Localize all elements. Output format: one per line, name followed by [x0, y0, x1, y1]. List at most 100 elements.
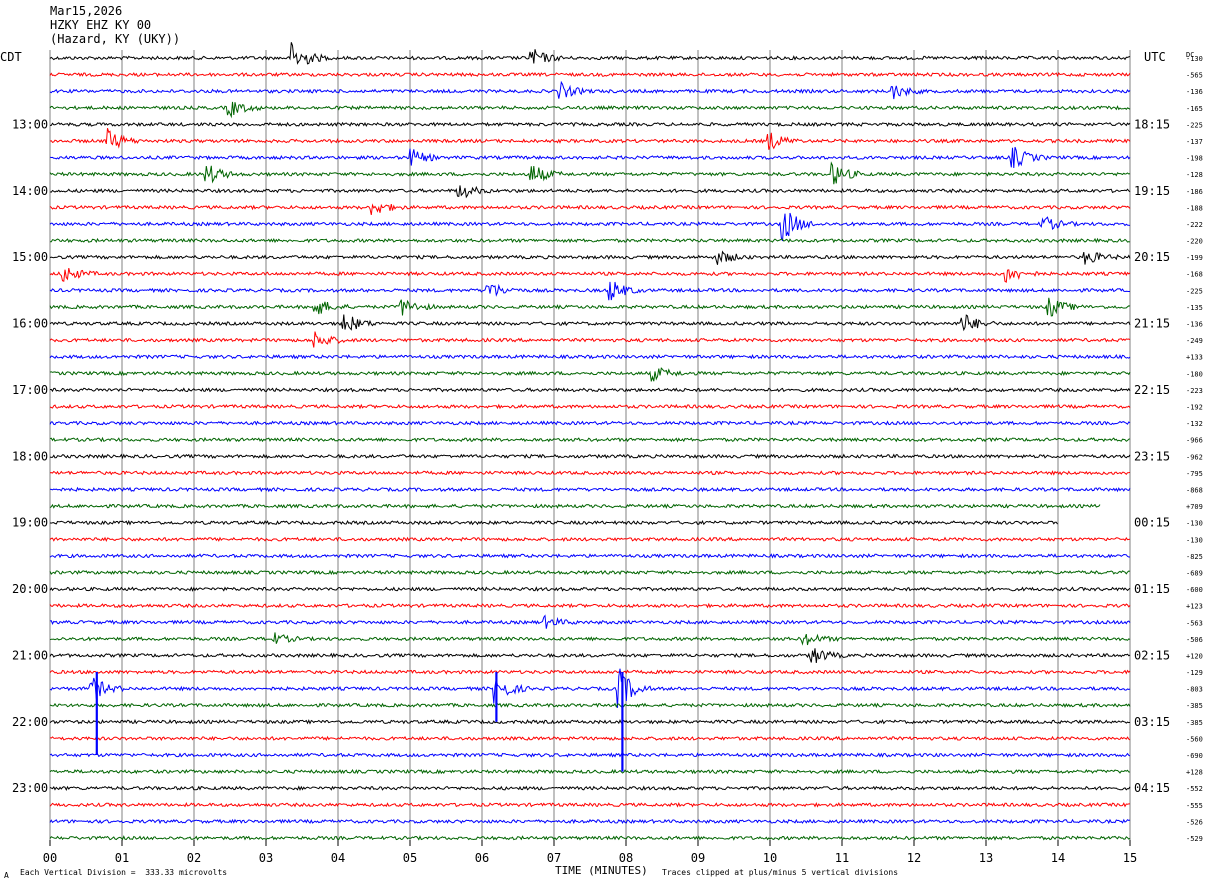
trace-row	[49, 486, 1131, 493]
trace-row	[49, 668, 1131, 708]
trace-row	[49, 470, 1131, 476]
corner-mark: A	[4, 871, 9, 880]
x-tick-label: 10	[763, 851, 777, 865]
trace-row	[49, 331, 1131, 348]
right-hour-labels: 18:15 19:15 20:15 21:15 22:15 23:15 00:15 01:15…	[1134, 117, 1170, 795]
station-location: (Hazard, KY (UKY))	[50, 32, 181, 46]
trace-row	[49, 367, 1131, 382]
x-axis-ticks: 00 01 02 03 04 05 06 07 08 09 10 11 12 13 14 15	[43, 840, 1137, 865]
dc-offset-label: -136	[1186, 88, 1203, 96]
x-tick-label: 15	[1123, 851, 1137, 865]
trace-row	[49, 203, 1131, 216]
dc-offset-label: -198	[1186, 155, 1203, 163]
dc-offset-label: -225	[1186, 287, 1203, 295]
left-hour-label: 16:00	[12, 317, 48, 331]
dc-offset-label: -168	[1186, 271, 1203, 279]
dc-offset-label: -868	[1186, 486, 1203, 494]
right-hour-label: 21:15	[1134, 317, 1170, 331]
x-tick-label: 05	[403, 851, 417, 865]
left-hour-label: 20:00	[12, 582, 48, 596]
trace-row	[49, 297, 1131, 317]
x-tick-label: 00	[43, 851, 57, 865]
dc-offset-label: -249	[1186, 337, 1203, 345]
dc-offset-label: -962	[1186, 453, 1203, 461]
dc-offset-label: -199	[1186, 254, 1203, 262]
trace-row	[49, 250, 1131, 265]
dc-offset-label: -130	[1186, 55, 1203, 63]
trace-row	[49, 669, 1131, 675]
x-tick-label: 13	[979, 851, 993, 865]
right-hour-label: 01:15	[1134, 582, 1170, 596]
trace-row	[49, 586, 1131, 592]
trace-row	[49, 314, 1131, 332]
dc-offset-label: -795	[1186, 470, 1203, 478]
right-hour-label: 18:15	[1134, 117, 1170, 131]
trace-row	[49, 80, 1131, 100]
left-hour-labels: 13:00 14:00 15:00 16:00 17:00 18:00 19:00 20:00…	[12, 117, 48, 795]
trace-row	[49, 281, 1130, 301]
trace-row	[49, 519, 1058, 526]
dc-offset-label: -689	[1186, 569, 1203, 577]
x-axis-title: TIME (MINUTES)	[555, 864, 648, 877]
dc-offset-label: -130	[1186, 520, 1203, 528]
right-timezone-label: UTC	[1144, 50, 1166, 64]
dc-offset-label: +128	[1186, 769, 1203, 777]
trace-row	[49, 752, 1131, 758]
dc-offset-label: -600	[1186, 586, 1203, 594]
trace-row	[49, 735, 1131, 742]
right-hour-label: 22:15	[1134, 383, 1170, 397]
dc-offset-label: -385	[1186, 719, 1203, 727]
dc-offset-label: -188	[1186, 204, 1203, 212]
dc-offset-label: -385	[1186, 702, 1203, 710]
left-hour-label: 15:00	[12, 250, 48, 264]
dc-offset-label: -180	[1186, 370, 1203, 378]
station-code: HZKY EHZ KY 00	[50, 18, 152, 32]
x-tick-label: 06	[475, 851, 489, 865]
dc-offset-label: -506	[1186, 636, 1203, 644]
dc-offset-label: -186	[1186, 188, 1203, 196]
trace-row	[50, 121, 1131, 128]
dc-offset-label: -192	[1186, 404, 1203, 412]
left-hour-label: 19:00	[12, 516, 48, 530]
trace-row	[49, 818, 1131, 825]
dc-offset-label: +709	[1186, 503, 1203, 511]
trace-row	[49, 614, 1131, 629]
right-hour-label: 23:15	[1134, 449, 1170, 463]
trace-row	[49, 632, 1131, 646]
dc-offset-label: -560	[1186, 735, 1203, 743]
plot-date: Mar15,2026	[50, 4, 123, 18]
dc-offset-label: -220	[1186, 238, 1203, 246]
trace-row	[50, 237, 1131, 244]
left-hour-label: 23:00	[12, 781, 48, 795]
x-tick-label: 04	[331, 851, 345, 865]
dc-offset-label: -225	[1186, 121, 1203, 129]
x-tick-label: 08	[619, 851, 633, 865]
trace-row	[49, 353, 1131, 360]
dc-offset-label: +133	[1186, 354, 1203, 362]
right-hour-label: 02:15	[1134, 648, 1170, 662]
trace-row	[49, 403, 1131, 410]
clip-note: Traces clipped at plus/minus 5 vertical …	[662, 868, 899, 877]
x-tick-label: 09	[691, 851, 705, 865]
trace-row	[49, 536, 1131, 543]
trace-row	[49, 453, 1131, 460]
dc-offset-label: -803	[1186, 686, 1203, 694]
trace-row	[49, 768, 1130, 775]
trace-row	[49, 436, 1131, 443]
trace-row	[49, 420, 1131, 426]
right-hour-label: 00:15	[1134, 516, 1170, 530]
trace-row	[49, 185, 1131, 199]
left-hour-label: 13:00	[12, 117, 48, 131]
dc-column-header: DC	[1186, 51, 1194, 59]
x-tick-label: 02	[187, 851, 201, 865]
dc-offset-label: -690	[1186, 752, 1203, 760]
trace-row	[49, 702, 1131, 709]
dc-offset-label: -128	[1186, 171, 1203, 179]
trace-row	[49, 569, 1131, 576]
dc-offset-label: -130	[1186, 536, 1203, 544]
left-hour-label: 14:00	[12, 184, 48, 198]
trace-row	[49, 212, 1131, 242]
trace-row	[49, 161, 1131, 185]
trace-row	[49, 71, 1131, 78]
